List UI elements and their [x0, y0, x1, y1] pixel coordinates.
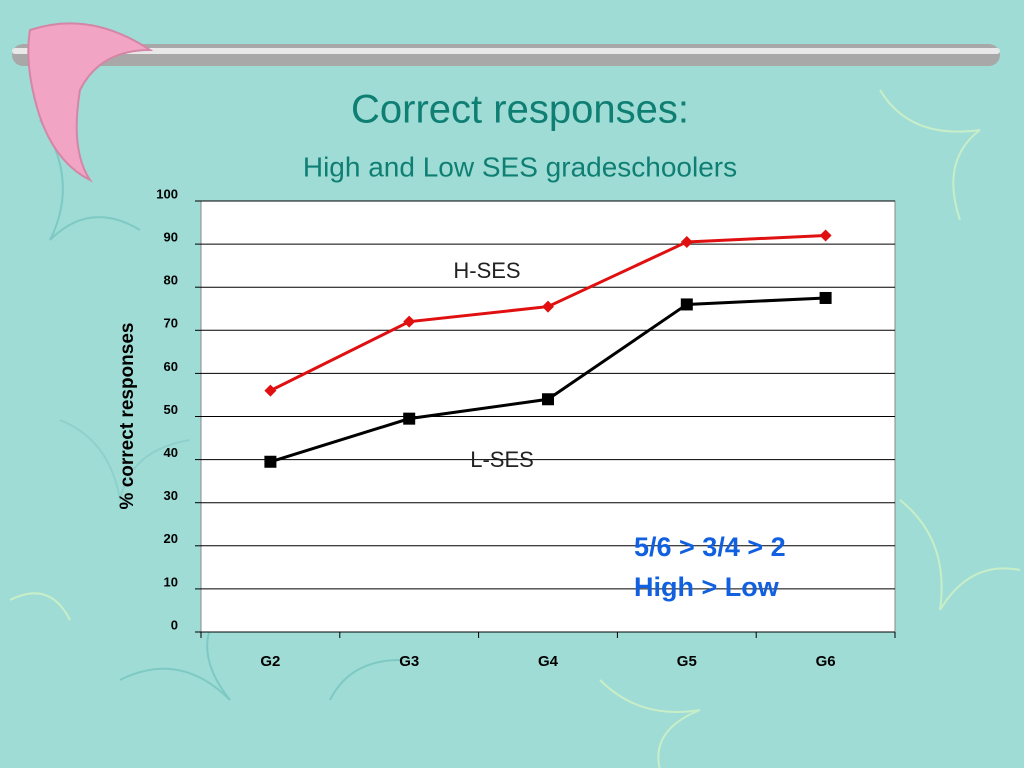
y-tick-label: 0: [171, 617, 178, 632]
x-tick-label: G3: [399, 653, 419, 670]
annotation: High > Low: [634, 572, 780, 602]
y-tick-label: 90: [164, 230, 178, 245]
top-rod: [12, 44, 1000, 66]
marker: [264, 384, 277, 397]
y-tick-label: 60: [164, 359, 178, 374]
decoration: [9, 89, 1021, 768]
chart-subtitle: High and Low SES gradeschoolers: [303, 151, 737, 182]
marker: [264, 455, 277, 468]
y-tick-label: 80: [164, 273, 178, 288]
annotation: 5/6 > 3/4 > 2: [634, 532, 786, 562]
y-tick-label: 40: [164, 445, 178, 460]
marker: [819, 229, 832, 242]
y-tick-label: 30: [164, 488, 178, 503]
marker: [542, 393, 554, 406]
y-tick-label: 10: [164, 574, 178, 589]
y-axis-label: % correct responses: [117, 323, 138, 510]
x-tick-label: G4: [538, 653, 559, 670]
x-tick-label: G6: [816, 653, 836, 670]
marker: [680, 235, 693, 248]
series-label: L-SES: [470, 447, 534, 472]
x-tick-label: G5: [677, 653, 697, 670]
x-tick-label: G2: [260, 653, 280, 670]
y-tick-label: 100: [156, 186, 178, 201]
boomerang-logo: [27, 22, 154, 183]
y-tick-label: 50: [164, 402, 178, 417]
marker: [542, 300, 554, 313]
top-rod-highlight: [12, 48, 1000, 54]
marker: [680, 298, 693, 311]
chart-title: Correct responses:: [351, 88, 689, 132]
marker: [403, 315, 416, 328]
marker: [819, 291, 832, 304]
y-tick-label: 70: [164, 316, 178, 331]
series-label: H-SES: [453, 258, 520, 283]
y-tick-label: 20: [164, 531, 178, 546]
marker: [403, 412, 416, 425]
